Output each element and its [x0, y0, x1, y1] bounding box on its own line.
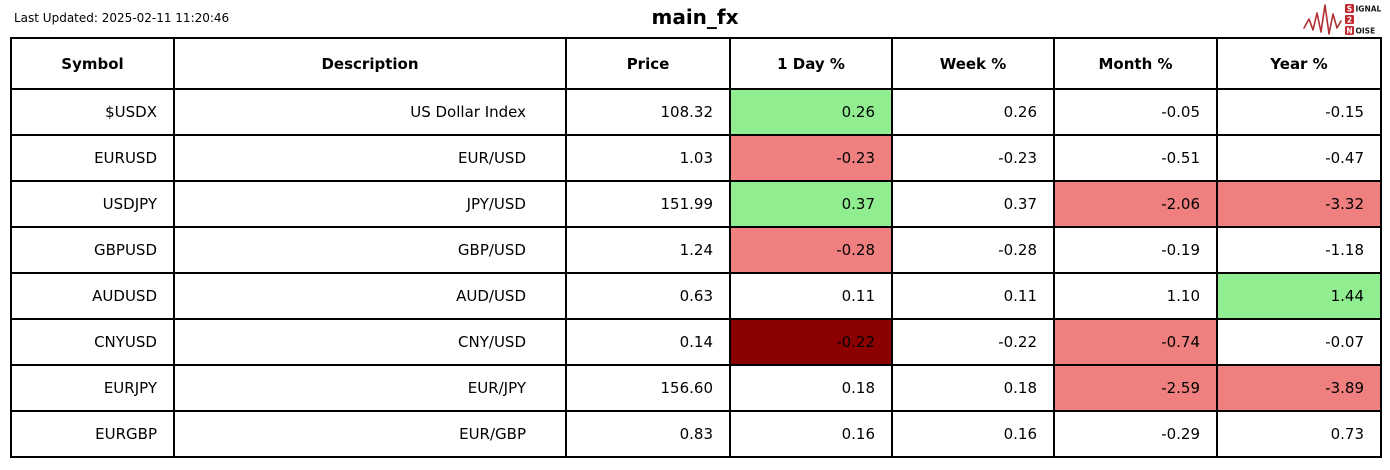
cell-day-pct: 0.18 [729, 364, 893, 412]
cell-description: US Dollar Index [173, 88, 567, 136]
logo-text-ignal: IGNAL [1356, 4, 1382, 13]
logo-letter-s: S [1347, 4, 1352, 13]
cell-price: 108.32 [565, 88, 731, 136]
cell-month-pct: -0.19 [1053, 226, 1218, 274]
last-updated-text: Last Updated: 2025-02-11 11:20:46 [14, 11, 230, 25]
cell-description: AUD/USD [173, 272, 567, 320]
cell-price: 156.60 [565, 364, 731, 412]
cell-day-pct: -0.28 [729, 226, 893, 274]
cell-symbol: USDJPY [10, 180, 175, 228]
fx-table: Symbol Description Price 1 Day % Week % … [10, 37, 1382, 458]
cell-symbol: AUDUSD [10, 272, 175, 320]
cell-day-pct: 0.37 [729, 180, 893, 228]
col-header-week-pct: Week % [891, 37, 1055, 90]
cell-description: GBP/USD [173, 226, 567, 274]
col-header-day-pct: 1 Day % [729, 37, 893, 90]
table-row-eurgbp: EURGBP EUR/GBP 0.83 0.16 0.16 -0.29 0.73 [10, 410, 1382, 458]
cell-description: EUR/GBP [173, 410, 567, 458]
cell-symbol: CNYUSD [10, 318, 175, 366]
cell-day-pct: 0.11 [729, 272, 893, 320]
logo-letterbox-2 [1345, 15, 1354, 24]
table-row-eurusd: EURUSD EUR/USD 1.03 -0.23 -0.23 -0.51 -0… [10, 134, 1382, 182]
cell-symbol: EURGBP [10, 410, 175, 458]
cell-price: 0.83 [565, 410, 731, 458]
col-header-price: Price [565, 37, 731, 90]
cell-month-pct: -2.59 [1053, 364, 1218, 412]
cell-day-pct: 0.16 [729, 410, 893, 458]
cell-description: CNY/USD [173, 318, 567, 366]
cell-price: 1.24 [565, 226, 731, 274]
table-row-usdx: $USDX US Dollar Index 108.32 0.26 0.26 -… [10, 88, 1382, 136]
cell-symbol: EURUSD [10, 134, 175, 182]
logo-letter-n: N [1346, 26, 1352, 35]
table-row-gbpusd: GBPUSD GBP/USD 1.24 -0.28 -0.28 -0.19 -1… [10, 226, 1382, 274]
cell-week-pct: -0.23 [891, 134, 1055, 182]
cell-month-pct: -0.29 [1053, 410, 1218, 458]
header-row: Symbol Description Price 1 Day % Week % … [10, 37, 1382, 90]
cell-week-pct: 0.16 [891, 410, 1055, 458]
table-row-cnyusd: CNYUSD CNY/USD 0.14 -0.22 -0.22 -0.74 -0… [10, 318, 1382, 366]
cell-year-pct: -0.15 [1216, 88, 1382, 136]
cell-year-pct: -0.07 [1216, 318, 1382, 366]
cell-year-pct: 1.44 [1216, 272, 1382, 320]
signal2noise-logo: S IGNAL 2 N OISE [1303, 4, 1382, 35]
col-header-description: Description [173, 37, 567, 90]
cell-week-pct: 0.37 [891, 180, 1055, 228]
cell-description: EUR/USD [173, 134, 567, 182]
cell-month-pct: -0.51 [1053, 134, 1218, 182]
cell-symbol: $USDX [10, 88, 175, 136]
cell-symbol: GBPUSD [10, 226, 175, 274]
page-title: main_fx [651, 5, 739, 29]
logo-text-oise: OISE [1356, 26, 1376, 35]
logo-letterbox-n [1345, 26, 1354, 35]
cell-year-pct: -3.32 [1216, 180, 1382, 228]
cell-day-pct: 0.26 [729, 88, 893, 136]
cell-description: EUR/JPY [173, 364, 567, 412]
table-row-usdjpy: USDJPY JPY/USD 151.99 0.37 0.37 -2.06 -3… [10, 180, 1382, 228]
table-row-audusd: AUDUSD AUD/USD 0.63 0.11 0.11 1.10 1.44 [10, 272, 1382, 320]
cell-month-pct: -2.06 [1053, 180, 1218, 228]
cell-day-pct: -0.23 [729, 134, 893, 182]
logo-letterbox-s [1345, 4, 1354, 13]
cell-description: JPY/USD [173, 180, 567, 228]
cell-month-pct: -0.74 [1053, 318, 1218, 366]
cell-price: 1.03 [565, 134, 731, 182]
cell-month-pct: 1.10 [1053, 272, 1218, 320]
col-header-month-pct: Month % [1053, 37, 1218, 90]
cell-price: 0.14 [565, 318, 731, 366]
cell-week-pct: 0.18 [891, 364, 1055, 412]
waveform-icon [1303, 4, 1342, 35]
cell-month-pct: -0.05 [1053, 88, 1218, 136]
cell-symbol: EURJPY [10, 364, 175, 412]
cell-day-pct: -0.22 [729, 318, 893, 366]
cell-year-pct: -0.47 [1216, 134, 1382, 182]
logo-letter-2: 2 [1347, 15, 1352, 24]
cell-week-pct: 0.11 [891, 272, 1055, 320]
cell-week-pct: -0.28 [891, 226, 1055, 274]
cell-year-pct: -1.18 [1216, 226, 1382, 274]
cell-year-pct: 0.73 [1216, 410, 1382, 458]
col-header-year-pct: Year % [1216, 37, 1382, 90]
cell-price: 151.99 [565, 180, 731, 228]
cell-year-pct: -3.89 [1216, 364, 1382, 412]
cell-week-pct: 0.26 [891, 88, 1055, 136]
col-header-symbol: Symbol [10, 37, 175, 90]
cell-price: 0.63 [565, 272, 731, 320]
cell-week-pct: -0.22 [891, 318, 1055, 366]
table-row-eurjpy: EURJPY EUR/JPY 156.60 0.18 0.18 -2.59 -3… [10, 364, 1382, 412]
